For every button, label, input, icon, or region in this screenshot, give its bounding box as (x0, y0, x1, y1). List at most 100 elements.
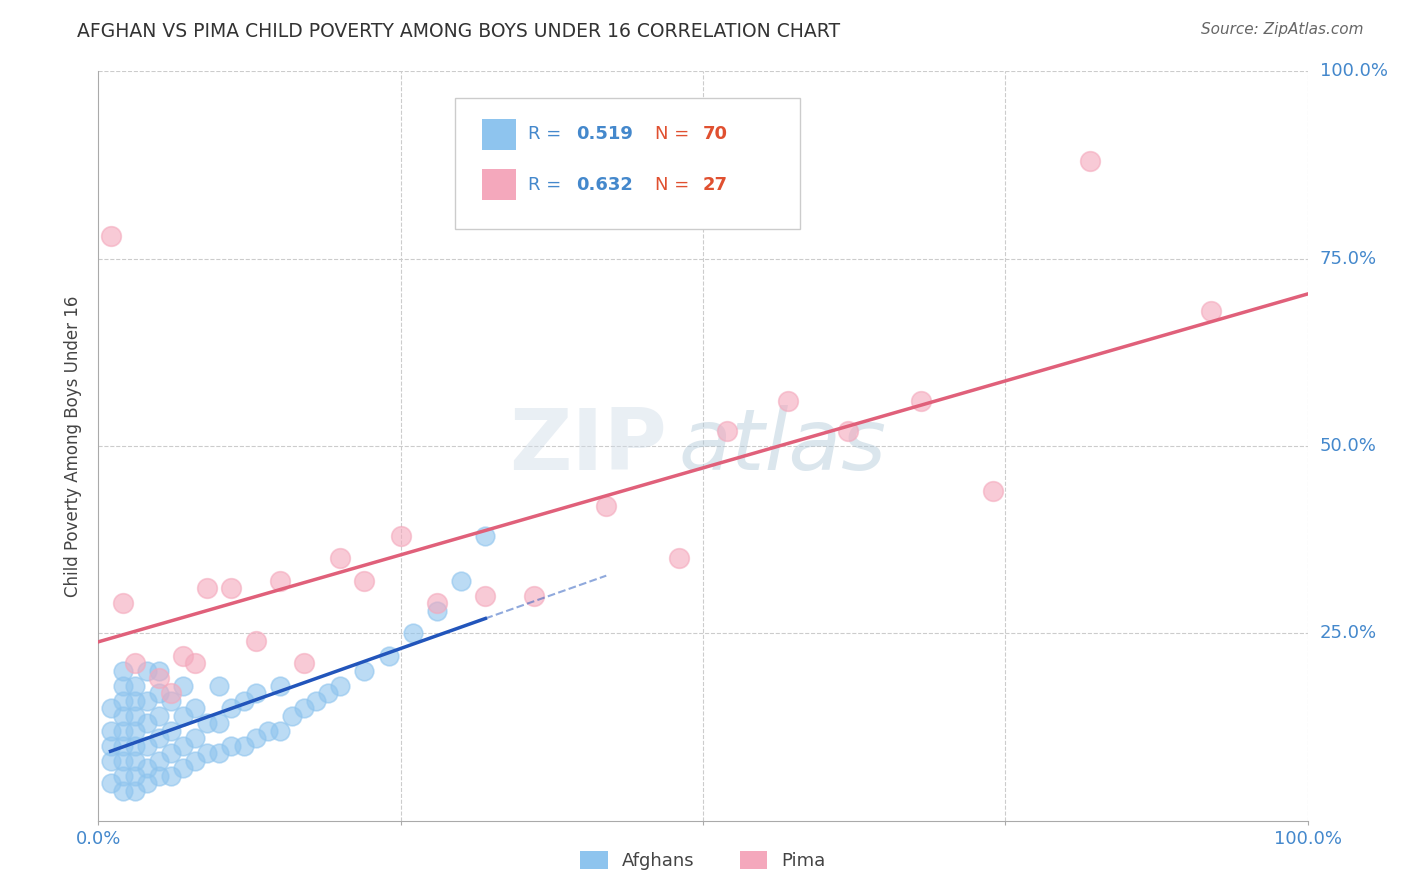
Point (124, 708, 146, 723)
Point (305, 694, 328, 708)
Point (221, 701, 243, 715)
Point (595, 499, 617, 513)
Point (1078, 154, 1101, 169)
Point (281, 708, 304, 723)
Text: 100.0%: 100.0% (1320, 62, 1388, 80)
FancyBboxPatch shape (456, 97, 800, 228)
Point (910, 394, 932, 409)
Point (172, 739, 194, 753)
Point (221, 739, 243, 753)
Point (100, 701, 122, 715)
Point (474, 529, 496, 543)
Point (111, 679, 134, 693)
Point (124, 679, 146, 693)
Point (184, 657, 207, 671)
Point (148, 731, 170, 746)
Point (135, 761, 157, 775)
FancyBboxPatch shape (482, 169, 516, 200)
Point (377, 648, 399, 663)
Point (1199, 304, 1222, 318)
Point (245, 686, 267, 700)
Point (172, 761, 194, 775)
Point (111, 739, 134, 753)
Text: 27: 27 (703, 176, 728, 194)
Point (837, 424, 859, 438)
Point (402, 626, 425, 640)
Text: AFGHAN VS PIMA CHILD POVERTY AMONG BOYS UNDER 16 CORRELATION CHART: AFGHAN VS PIMA CHILD POVERTY AMONG BOYS … (77, 22, 841, 41)
Text: Source: ZipAtlas.com: Source: ZipAtlas.com (1201, 22, 1364, 37)
Point (426, 596, 449, 610)
Point (172, 679, 194, 693)
Text: ZIP: ZIP (509, 404, 666, 488)
Point (100, 739, 122, 753)
Point (329, 679, 352, 693)
Point (195, 582, 218, 596)
Point (389, 529, 412, 543)
Point (111, 754, 134, 768)
FancyBboxPatch shape (482, 119, 516, 150)
Point (111, 783, 134, 797)
Text: atlas: atlas (679, 404, 887, 488)
Point (269, 574, 291, 588)
Point (716, 424, 738, 438)
Point (148, 671, 170, 685)
Text: 70: 70 (703, 125, 728, 144)
Point (124, 657, 146, 671)
Text: 75.0%: 75.0% (1320, 250, 1376, 268)
Point (100, 723, 122, 738)
Point (135, 694, 157, 708)
Point (269, 679, 291, 693)
Y-axis label: Child Poverty Among Boys Under 16: Child Poverty Among Boys Under 16 (65, 295, 83, 597)
Point (292, 701, 315, 715)
Point (148, 686, 170, 700)
Point (232, 739, 254, 753)
Point (353, 664, 375, 678)
Point (160, 694, 183, 708)
Text: 0.632: 0.632 (576, 176, 633, 194)
Point (111, 723, 134, 738)
Point (353, 574, 375, 588)
Point (221, 582, 243, 596)
Text: R =: R = (527, 176, 567, 194)
Point (245, 633, 267, 648)
Point (316, 686, 339, 700)
Text: R =: R = (527, 125, 567, 144)
Point (100, 754, 122, 768)
Point (148, 664, 170, 678)
Point (160, 686, 183, 700)
Text: N =: N = (655, 125, 695, 144)
Point (668, 551, 690, 566)
Text: N =: N = (655, 176, 695, 194)
Point (111, 664, 134, 678)
Point (329, 551, 352, 566)
Point (776, 394, 799, 409)
Point (160, 723, 183, 738)
Point (124, 694, 146, 708)
Point (208, 746, 231, 760)
Point (184, 754, 207, 768)
Point (292, 657, 315, 671)
Point (135, 739, 157, 753)
Point (148, 769, 170, 783)
Point (474, 589, 496, 603)
Point (184, 701, 207, 715)
Point (426, 604, 449, 618)
Point (160, 746, 183, 760)
Point (135, 716, 157, 731)
Point (111, 769, 134, 783)
Point (256, 723, 278, 738)
Point (135, 776, 157, 790)
Point (523, 589, 546, 603)
Point (135, 664, 157, 678)
Text: 25.0%: 25.0% (1320, 624, 1376, 642)
Point (172, 648, 194, 663)
Point (160, 769, 183, 783)
Point (124, 739, 146, 753)
Point (195, 746, 218, 760)
Point (100, 229, 122, 244)
Point (232, 694, 254, 708)
Point (124, 723, 146, 738)
Point (172, 708, 194, 723)
Point (450, 574, 472, 588)
Legend: Afghans, Pima: Afghans, Pima (571, 842, 835, 879)
